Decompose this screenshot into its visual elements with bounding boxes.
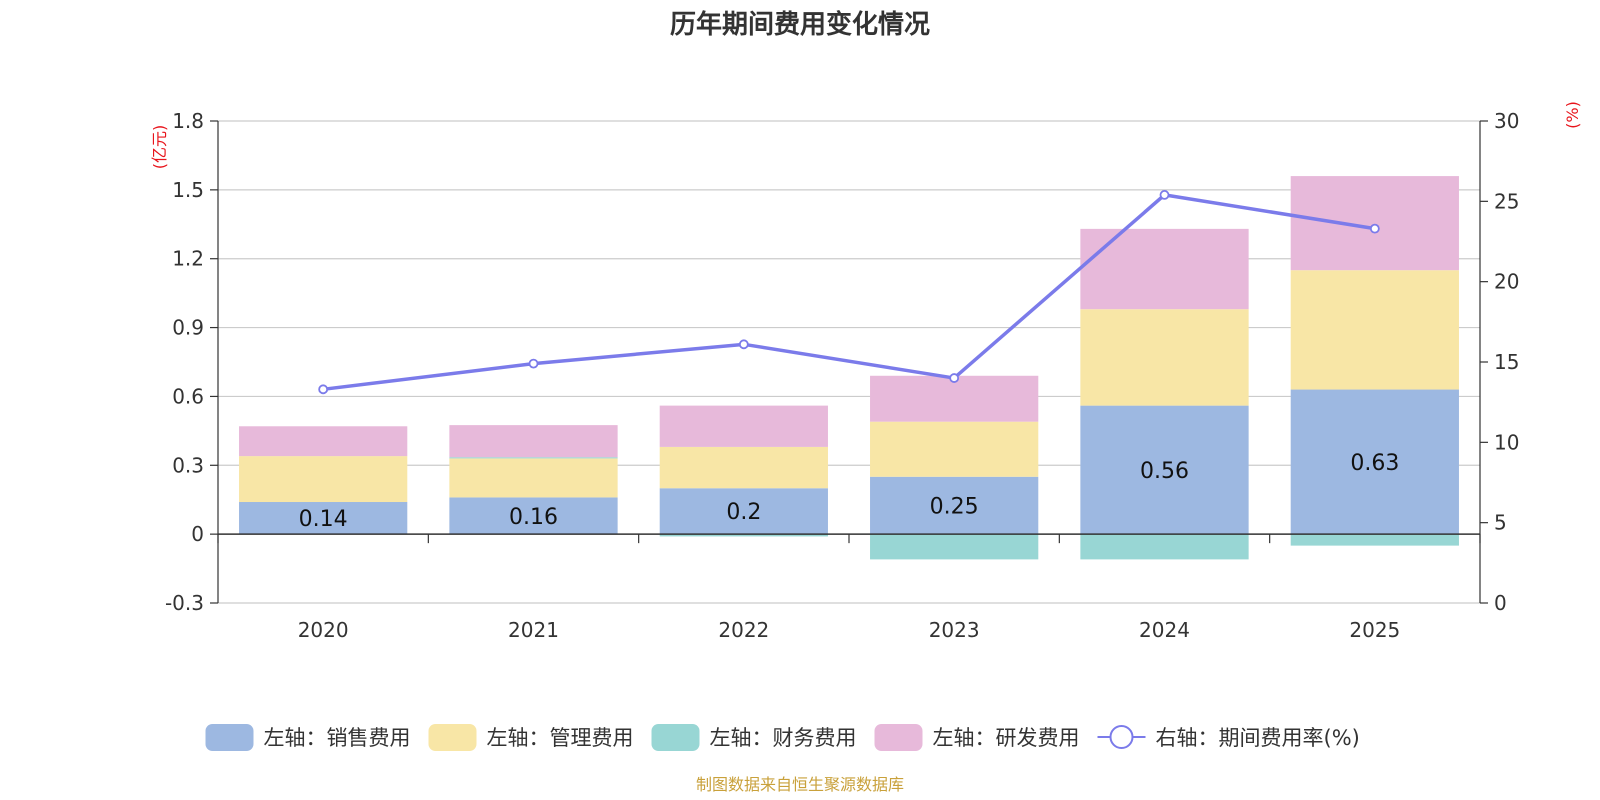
data-source: 制图数据来自恒生聚源数据库 (696, 775, 904, 794)
legend-circle-symbol (1109, 725, 1134, 749)
x-axis-tick-label: 2025 (1349, 618, 1400, 642)
bar-segment (1290, 176, 1459, 271)
data-label: 0.63 (1350, 451, 1399, 476)
axis-layer: -0.300.30.60.91.21.51.8051015202530(亿元)(… (150, 101, 1582, 642)
x-axis-tick-label: 2022 (718, 618, 769, 642)
right-axis-tick-label: 30 (1494, 109, 1519, 133)
left-axis-tick-label: 0.6 (172, 384, 204, 408)
bar-segment (1080, 405, 1249, 535)
x-axis-tick-label: 2024 (1139, 618, 1190, 642)
bar-segment (659, 534, 828, 537)
bar-segment (870, 534, 1039, 560)
line-point (949, 373, 960, 383)
legend-swatch (428, 724, 477, 751)
line-point (1159, 190, 1170, 200)
bar-segment (239, 456, 408, 503)
right-axis-tick-label: 20 (1494, 270, 1519, 294)
data-label: 0.2 (726, 500, 761, 525)
bar-segment (870, 476, 1039, 535)
legend-swatch (205, 724, 254, 751)
data-label: 0.25 (930, 494, 979, 519)
right-axis-tick-label: 10 (1494, 430, 1519, 454)
right-axis-tick-label: 15 (1494, 350, 1519, 374)
left-axis-tick-label: -0.3 (165, 591, 204, 615)
bar-segment (1290, 534, 1459, 546)
bar-segment (659, 488, 828, 535)
label-layer: 0.14 0.16 0.2 0.25 0.56 0.63 (299, 451, 1400, 532)
line-point (318, 384, 329, 395)
left-axis-tick-label: 1.2 (172, 247, 204, 271)
bar-segment (1080, 309, 1249, 406)
bar-segment (1290, 270, 1459, 390)
bar-segment (449, 425, 618, 458)
line-layer (318, 190, 1380, 395)
bar-segment (239, 502, 408, 535)
legend-label: 左轴：财务费用 (710, 726, 857, 750)
grid-layer (218, 120, 1480, 604)
right-axis-tick-label: 0 (1494, 591, 1507, 615)
right-axis-tick-label: 5 (1494, 511, 1507, 535)
x-axis-tick-label: 2021 (508, 618, 559, 642)
right-axis-tick-label: 25 (1494, 189, 1519, 213)
bar-segment (659, 405, 828, 447)
data-label: 0.16 (509, 505, 558, 530)
bar-segment (1080, 534, 1249, 560)
bar-segment (449, 497, 618, 535)
legend: 左轴：销售费用 左轴：管理费用 左轴：财务费用 左轴：研发费用 右轴：期间费用率(%) (205, 724, 1360, 751)
data-label: 0.14 (299, 507, 348, 532)
bar-segment (1080, 228, 1249, 310)
legend-label: 左轴：研发费用 (933, 726, 1080, 750)
bar-segment (659, 446, 828, 489)
legend-label: 左轴：管理费用 (487, 726, 634, 750)
line-point (738, 339, 749, 350)
left-axis-tick-label: 1.5 (172, 178, 204, 202)
legend-swatch (651, 724, 700, 751)
bar-segment (1290, 389, 1459, 535)
legend-label: 左轴：销售费用 (264, 726, 411, 750)
left-axis-tick-label: 1.8 (172, 109, 204, 133)
bar-segment (449, 457, 618, 459)
left-axis-tick-label: 0.9 (172, 316, 204, 340)
bar-segment (449, 458, 618, 498)
bar-layer (239, 176, 1459, 560)
line-series-rate (322, 193, 1376, 392)
legend-swatch (874, 724, 923, 751)
left-axis-tick-label: 0.3 (172, 453, 204, 477)
x-axis-tick-label: 2023 (929, 618, 980, 642)
line-point (528, 358, 539, 369)
chart-title: 历年期间费用变化情况 (670, 9, 930, 40)
legend-label: 右轴：期间费用率(%) (1156, 726, 1360, 750)
left-axis-unit: (亿元) (150, 125, 169, 170)
left-axis-tick-label: 0 (191, 522, 204, 546)
line-point (1369, 223, 1380, 234)
data-label: 0.56 (1140, 459, 1189, 484)
bar-segment (870, 375, 1039, 422)
right-axis-unit: (%) (1563, 101, 1582, 129)
bar-segment (239, 426, 408, 457)
bar-segment (870, 421, 1039, 477)
x-axis-tick-label: 2020 (298, 618, 349, 642)
